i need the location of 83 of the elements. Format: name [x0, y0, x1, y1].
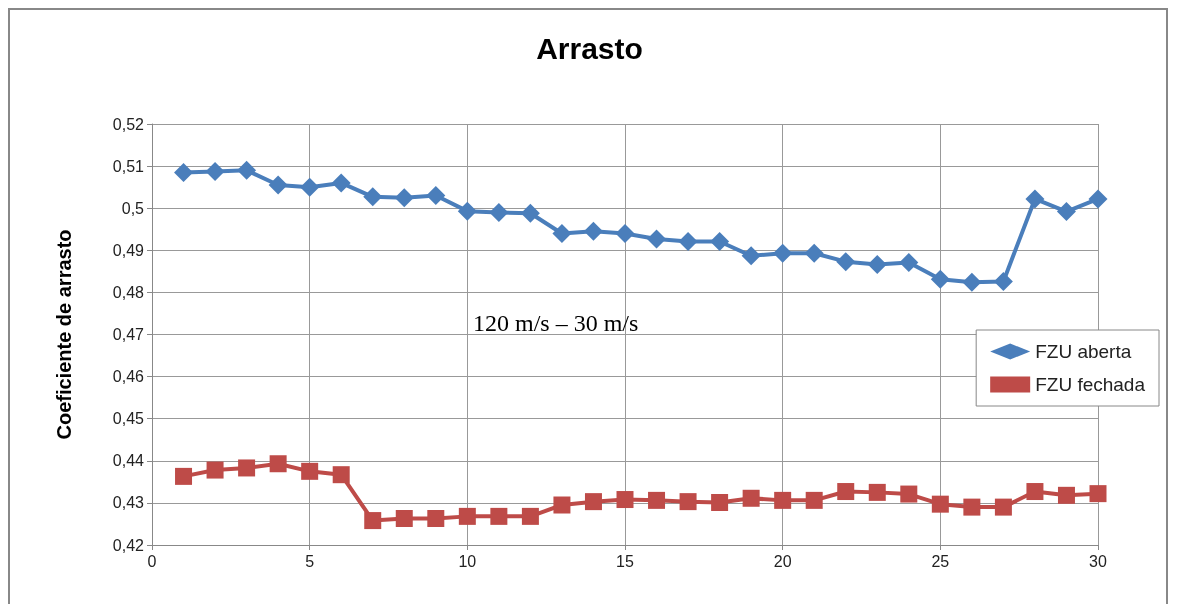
point — [332, 466, 350, 484]
point — [395, 509, 413, 527]
y-tick-label: 0,5 — [121, 199, 145, 217]
x-tick-label: 15 — [616, 552, 634, 570]
x-tick-label: 25 — [931, 552, 950, 570]
point — [648, 491, 666, 509]
point — [963, 498, 981, 516]
point — [583, 221, 603, 241]
point — [931, 495, 949, 513]
point — [616, 491, 634, 509]
point — [206, 461, 224, 479]
y-tick-label: 0,43 — [112, 494, 145, 512]
point — [584, 493, 602, 511]
y-tick-label: 0,44 — [112, 452, 145, 470]
point — [805, 491, 823, 509]
point — [331, 173, 351, 193]
y-tick-label: 0,46 — [112, 368, 145, 386]
point — [930, 269, 950, 289]
point — [300, 177, 320, 197]
y-axis-title: Coeficiente de arrasto — [53, 229, 75, 440]
x-tick-label: 0 — [147, 552, 157, 570]
point — [868, 483, 886, 501]
point — [269, 455, 287, 473]
point — [521, 507, 539, 525]
point — [962, 272, 982, 292]
x-tick-label: 20 — [773, 552, 792, 570]
point — [552, 223, 572, 243]
point — [1057, 486, 1075, 504]
x-tick-label: 10 — [458, 552, 477, 570]
point — [238, 459, 256, 477]
point — [363, 187, 383, 207]
point — [364, 512, 382, 530]
point — [205, 162, 225, 182]
point — [804, 243, 824, 263]
chart-title: Arrasto — [536, 31, 643, 65]
point — [647, 229, 667, 249]
point — [994, 498, 1012, 516]
point — [993, 271, 1013, 291]
point — [773, 243, 793, 263]
point — [899, 253, 919, 273]
legend-label: FZU aberta — [1035, 341, 1132, 362]
point — [1026, 483, 1044, 501]
point — [489, 202, 509, 222]
x-tick-label: 5 — [305, 552, 315, 570]
point — [457, 201, 477, 221]
point — [1088, 189, 1108, 209]
y-tick-label: 0,45 — [112, 410, 145, 428]
point — [268, 175, 288, 195]
y-tick-label: 0,49 — [112, 241, 145, 259]
legend-label: FZU fechada — [1035, 374, 1146, 395]
point — [711, 493, 729, 511]
y-tick-label: 0,42 — [112, 536, 145, 554]
point — [867, 255, 887, 275]
point — [774, 491, 792, 509]
y-tick-label: 0,52 — [112, 115, 145, 133]
point — [553, 496, 571, 514]
point — [394, 188, 414, 208]
point — [900, 485, 918, 503]
point — [520, 203, 540, 223]
annotation: 120 m/s – 30 m/s — [473, 310, 639, 336]
point — [490, 507, 508, 525]
x-tick-label: 30 — [1089, 552, 1107, 570]
point — [175, 467, 193, 485]
point — [836, 252, 856, 272]
point — [741, 246, 761, 266]
point — [615, 223, 635, 243]
point — [1025, 189, 1045, 209]
y-tick-label: 0,51 — [112, 157, 145, 175]
point — [237, 160, 257, 180]
y-tick-label: 0,47 — [112, 326, 145, 343]
point — [426, 186, 446, 206]
point — [427, 509, 445, 527]
point — [1056, 202, 1076, 222]
point — [458, 507, 476, 525]
point — [678, 231, 698, 251]
point — [679, 493, 697, 511]
point — [1089, 485, 1107, 503]
point — [301, 462, 319, 480]
y-tick-label: 0,48 — [112, 283, 145, 301]
point — [710, 231, 730, 251]
point — [837, 483, 855, 501]
point — [174, 162, 194, 182]
point — [742, 489, 760, 507]
